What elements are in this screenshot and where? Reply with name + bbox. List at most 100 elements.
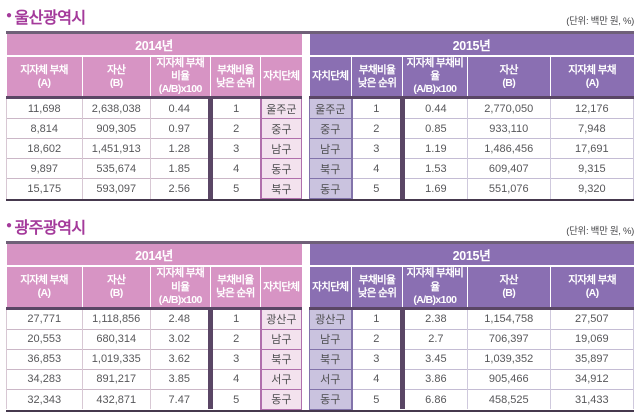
district-cell: 동구 xyxy=(259,388,302,410)
value-cell: 3.86 xyxy=(399,368,468,390)
value-cell: 432,871 xyxy=(82,388,151,410)
value-cell: 35,897 xyxy=(549,348,635,370)
value-cell: 1,039,352 xyxy=(466,348,551,370)
column-header-assets-b: 자산 (B) xyxy=(81,266,151,310)
unit-label: (단위: 백만 원, %) xyxy=(566,16,634,27)
section-title: ● 울산광역시 xyxy=(6,4,86,28)
rank-cell: 2 xyxy=(351,328,403,350)
table-2015: 2015년 자치단체 부채비율 낮은 순위 지자체 부채비율 (A/B)x100… xyxy=(308,34,635,200)
value-cell: 12,176 xyxy=(549,97,635,119)
rank-cell: 1 xyxy=(351,307,403,330)
section-title: ● 광주광역시 xyxy=(6,214,86,238)
rank-cell: 3 xyxy=(207,138,261,159)
district-cell: 서구 xyxy=(308,368,353,390)
district-cell: 동구 xyxy=(308,388,353,410)
table-row: 9,897 535,674 1.85 4 동구 xyxy=(6,158,302,180)
value-cell: 680,314 xyxy=(82,328,151,350)
district-cell: 남구 xyxy=(259,138,302,160)
table-row: 32,343 432,871 7.47 5 동구 xyxy=(6,388,302,410)
rank-cell: 3 xyxy=(351,348,403,370)
value-cell: 1.19 xyxy=(399,138,468,159)
value-cell: 1,118,856 xyxy=(82,307,151,330)
rank-cell: 5 xyxy=(207,178,261,199)
value-cell: 706,397 xyxy=(466,328,551,350)
value-cell: 933,110 xyxy=(466,118,551,139)
rank-cell: 5 xyxy=(351,178,403,199)
table-row: 20,553 680,314 3.02 2 남구 xyxy=(6,328,302,350)
value-cell: 31,433 xyxy=(549,388,635,410)
value-cell: 20,553 xyxy=(6,328,83,350)
year-header-2015: 2015년 xyxy=(309,34,634,57)
section-title-text: 울산광역시 xyxy=(14,10,87,27)
section-ulsan: ● 울산광역시 (단위: 백만 원, %) 2014년 지자체 부채 (A) 자… xyxy=(6,4,635,202)
column-header-rank: 부채비율 낮은 순위 xyxy=(209,56,261,100)
table-row: 울주군 1 0.44 2,770,050 12,176 xyxy=(308,97,635,120)
value-cell: 3.02 xyxy=(150,328,211,350)
district-cell: 남구 xyxy=(259,328,302,350)
column-header-debt-ratio: 지자체 부채비율 (A/B)x100 xyxy=(401,266,468,310)
table-row: 남구 3 1.19 1,486,456 17,691 xyxy=(308,138,635,160)
value-cell: 2.38 xyxy=(399,307,468,330)
value-cell: 535,674 xyxy=(82,158,151,179)
value-cell: 34,283 xyxy=(6,368,83,390)
rank-cell: 2 xyxy=(207,328,261,350)
value-cell: 27,771 xyxy=(6,307,83,330)
table-row: 34,283 891,217 3.85 4 서구 xyxy=(6,368,302,390)
value-cell: 458,525 xyxy=(466,388,551,410)
value-cell: 9,315 xyxy=(549,158,635,179)
column-header-district: 자치단체 xyxy=(309,266,352,310)
value-cell: 3.85 xyxy=(150,368,211,390)
rank-cell: 1 xyxy=(207,307,261,330)
section-title-text: 광주광역시 xyxy=(14,220,87,238)
value-cell: 1.53 xyxy=(399,158,468,179)
rank-cell: 1 xyxy=(207,97,261,119)
value-cell: 891,217 xyxy=(82,368,151,390)
value-cell: 1.28 xyxy=(150,138,211,159)
district-cell: 울주군 xyxy=(308,97,353,120)
value-cell: 2.7 xyxy=(399,328,468,350)
value-cell: 11,698 xyxy=(6,97,83,119)
section-gwangju: ● 광주광역시 (단위: 백만 원, %) 2014년 지자체 부채 (A) 자… xyxy=(6,214,635,412)
district-cell: 북구 xyxy=(308,348,353,370)
table-2014: 2014년 지자체 부채 (A) 자산 (B) 지자체 부채비율 (A/B)x1… xyxy=(6,34,302,200)
district-cell: 중구 xyxy=(259,118,302,140)
rank-cell: 4 xyxy=(351,368,403,390)
column-header-debt-a: 지자체 부채 (A) xyxy=(6,56,83,100)
value-cell: 36,853 xyxy=(6,348,83,370)
rank-cell: 5 xyxy=(207,388,261,410)
rank-cell: 5 xyxy=(351,388,403,410)
value-cell: 18,602 xyxy=(6,138,83,159)
column-header-debt-a: 지자체 부채 (A) xyxy=(6,266,83,310)
value-cell: 2.56 xyxy=(150,178,211,199)
column-header-rank: 부채비율 낮은 순위 xyxy=(209,266,261,310)
rank-cell: 4 xyxy=(351,158,403,179)
table-2014: 2014년 지자체 부채 (A) 자산 (B) 지자체 부채비율 (A/B)x1… xyxy=(6,244,302,410)
table-row: 북구 3 3.45 1,039,352 35,897 xyxy=(308,348,635,370)
value-cell: 15,175 xyxy=(6,178,83,199)
unit-label: (단위: 백만 원, %) xyxy=(566,226,634,238)
value-cell: 2,638,038 xyxy=(82,97,151,119)
rank-cell: 2 xyxy=(207,118,261,139)
column-header-assets-b: 자산 (B) xyxy=(81,56,151,100)
value-cell: 34,912 xyxy=(549,368,635,390)
value-cell: 8,814 xyxy=(6,118,83,139)
value-cell: 32,343 xyxy=(6,388,83,410)
district-cell: 남구 xyxy=(308,138,353,160)
year-header-2014: 2014년 xyxy=(6,244,302,268)
value-cell: 19,069 xyxy=(549,328,635,350)
column-header-debt-a: 지자체 부채 (A) xyxy=(549,266,634,310)
value-cell: 1,019,335 xyxy=(82,348,151,370)
value-cell: 6.86 xyxy=(399,388,468,410)
district-cell: 서구 xyxy=(259,368,302,390)
district-cell: 울주군 xyxy=(259,97,302,120)
value-cell: 27,507 xyxy=(549,307,635,330)
value-cell: 3.62 xyxy=(150,348,211,370)
column-header-assets-b: 자산 (B) xyxy=(466,266,551,310)
table-2015: 2015년 자치단체 부채비율 낮은 순위 지자체 부채비율 (A/B)x100… xyxy=(308,244,635,410)
table-row: 27,771 1,118,856 2.48 1 광산구 xyxy=(6,307,302,330)
district-cell: 광산구 xyxy=(259,307,302,330)
table-row: 서구 4 3.86 905,466 34,912 xyxy=(308,368,635,390)
value-cell: 1.69 xyxy=(399,178,468,199)
table-row: 18,602 1,451,913 1.28 3 남구 xyxy=(6,138,302,160)
rank-cell: 1 xyxy=(351,97,403,119)
